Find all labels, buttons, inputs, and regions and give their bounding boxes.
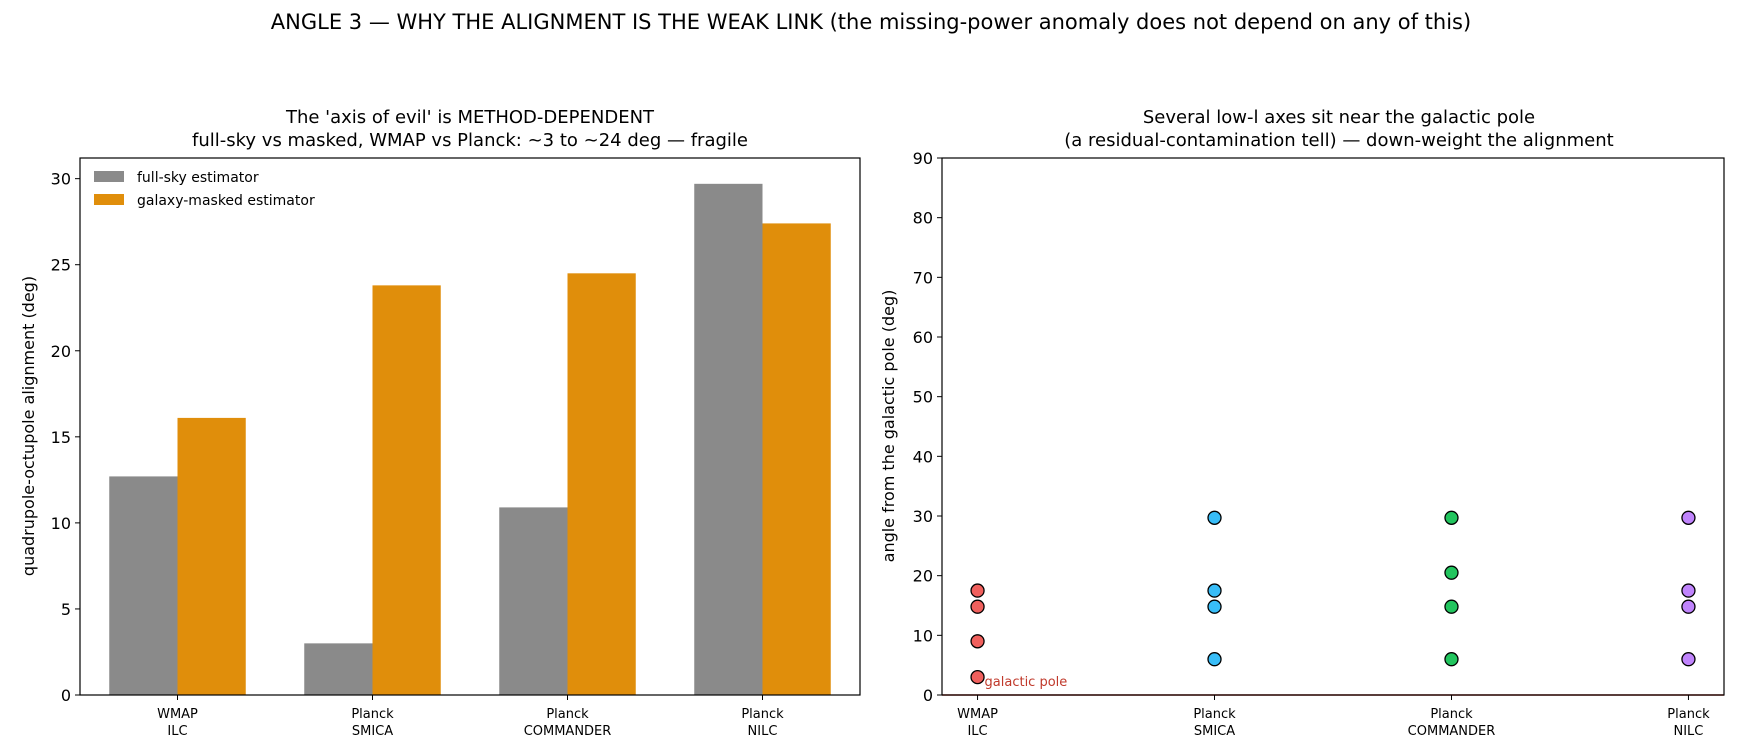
y-tick-label: 80 — [913, 209, 933, 228]
bar-chart-y-ticks: 0 5 10 15 20 25 30 — [51, 170, 80, 705]
bar-fullsky-0 — [109, 476, 178, 695]
x-tick-label: COMMANDER — [524, 724, 612, 739]
point-0 — [970, 599, 985, 614]
y-tick-label: 20 — [913, 567, 933, 586]
point-0 — [970, 669, 985, 685]
bar-chart-bars — [109, 183, 831, 695]
x-tick-label: WMAP — [157, 707, 198, 722]
legend-label-fullsky: full-sky estimator — [137, 170, 259, 186]
figure-suptitle: ANGLE 3 — WHY THE ALIGNMENT IS THE WEAK … — [270, 10, 1472, 34]
bar-masked-3 — [762, 223, 831, 695]
x-tick-label: WMAP — [957, 707, 998, 722]
point-3 — [1681, 599, 1696, 614]
point-1 — [1207, 599, 1222, 614]
y-tick-label: 0 — [61, 686, 71, 705]
bar-fullsky-3 — [694, 183, 763, 695]
x-tick-label: SMICA — [1194, 724, 1235, 739]
y-tick-label: 10 — [51, 514, 71, 533]
bar-masked-0 — [177, 417, 246, 695]
x-tick-label: ILC — [167, 724, 187, 739]
y-tick-label: 20 — [51, 342, 71, 361]
scatter-chart-y-ticks: 0 10 20 30 40 50 60 70 80 90 — [913, 149, 942, 705]
y-tick-label: 0 — [923, 686, 933, 705]
point-0 — [970, 583, 985, 598]
scatter-chart-frame — [941, 157, 1725, 696]
point-1 — [1207, 652, 1222, 667]
y-tick-label: 15 — [51, 428, 71, 447]
x-tick-label: Planck — [351, 707, 394, 722]
point-3 — [1681, 583, 1696, 598]
scatter-chart-ylabel: angle from the galactic pole (deg) — [879, 290, 898, 563]
point-2 — [1444, 565, 1459, 580]
x-tick-label: Planck — [546, 707, 589, 722]
y-tick-label: 60 — [913, 328, 933, 347]
legend-label-masked: galaxy-masked estimator — [137, 193, 315, 209]
bar-fullsky-2 — [499, 507, 568, 695]
bar-masked-1 — [372, 285, 441, 695]
x-tick-label: NILC — [1674, 724, 1704, 739]
y-tick-label: 90 — [913, 149, 933, 168]
bar-chart-x-ticks: WMAP ILC Planck SMICA Planck COMMANDER Planck N… — [157, 695, 784, 739]
galactic-pole-label: galactic pole — [985, 675, 1068, 690]
scatter-chart-x-ticks: WMAP ILC Planck SMICA Planck COMMANDER Planck N… — [957, 695, 1710, 739]
y-tick-label: 50 — [913, 388, 933, 407]
point-2 — [1444, 599, 1459, 614]
point-0 — [970, 634, 985, 649]
x-tick-label: Planck — [1667, 707, 1710, 722]
x-tick-label: ILC — [967, 724, 987, 739]
y-tick-label: 30 — [913, 507, 933, 526]
legend-swatch-masked — [94, 194, 124, 205]
y-tick-label: 40 — [913, 447, 933, 466]
bar-chart-axes: The 'axis of evil' is METHOD-DEPENDENT f… — [19, 107, 861, 739]
scatter-chart-axes: Several low-l axes sit near the galactic… — [879, 107, 1725, 739]
bar-chart-title-line2: full-sky vs masked, WMAP vs Planck: ~3 t… — [192, 130, 748, 151]
legend-swatch-fullsky — [94, 171, 124, 182]
x-tick-label: COMMANDER — [1408, 724, 1496, 739]
y-tick-label: 30 — [51, 170, 71, 189]
y-tick-label: 10 — [913, 626, 933, 645]
x-tick-label: Planck — [1193, 707, 1236, 722]
bar-chart-frame — [79, 157, 861, 696]
point-2 — [1444, 652, 1459, 667]
scatter-chart-title-line1: Several low-l axes sit near the galactic… — [1143, 107, 1535, 128]
point-2 — [1444, 510, 1459, 525]
bar-chart-legend: full-sky estimator galaxy-masked estimat… — [94, 170, 315, 209]
scatter-chart-title-line2: (a residual-contamination tell) — down-w… — [1064, 130, 1613, 151]
galactic-pole-reference: galactic pole — [942, 675, 1724, 696]
y-tick-label: 5 — [61, 600, 71, 619]
x-tick-label: NILC — [748, 724, 778, 739]
point-3 — [1681, 652, 1696, 667]
x-tick-label: Planck — [741, 707, 784, 722]
bar-masked-2 — [567, 273, 636, 695]
point-3 — [1681, 510, 1696, 525]
point-1 — [1207, 583, 1222, 598]
x-tick-label: Planck — [1430, 707, 1473, 722]
y-tick-label: 70 — [913, 268, 933, 287]
y-tick-label: 25 — [51, 256, 71, 275]
scatter-chart-points — [970, 510, 1696, 685]
point-1 — [1207, 510, 1222, 525]
bar-chart-title-line1: The 'axis of evil' is METHOD-DEPENDENT — [285, 107, 655, 128]
bar-chart-ylabel: quadrupole-octupole alignment (deg) — [19, 276, 38, 576]
x-tick-label: SMICA — [352, 724, 393, 739]
bar-fullsky-1 — [304, 643, 373, 695]
